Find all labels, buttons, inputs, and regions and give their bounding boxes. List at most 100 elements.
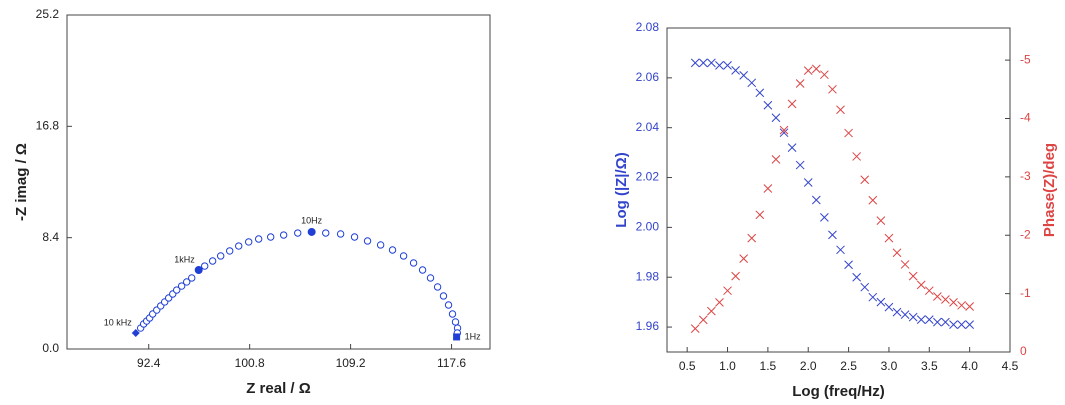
point [908,312,918,322]
point [828,230,837,240]
point [322,229,330,237]
point [747,233,757,243]
point [739,254,749,263]
point [868,195,878,205]
point [715,61,724,70]
point [924,315,934,324]
x-tick-label: 1.0 [719,359,736,373]
point [173,286,181,294]
point [876,216,886,226]
point [820,213,829,222]
point [957,320,966,329]
point [892,307,902,317]
point [690,324,700,334]
x-tick-label: 4.0 [961,359,978,373]
y2-tick-label: -5 [1020,52,1031,66]
x-tick-label: 92.4 [137,356,161,370]
y-tick-label: 2.04 [636,120,660,134]
point [892,248,902,258]
point [451,318,460,326]
point [731,271,740,281]
point [836,245,845,255]
point [779,125,789,135]
point [876,297,886,307]
x-tick-label: 117.6 [437,356,466,370]
y2-tick-label: -4 [1020,111,1031,125]
point [336,230,345,238]
point [177,282,186,290]
point [844,260,853,270]
point [453,333,461,341]
point [723,61,732,70]
point [779,128,789,138]
point [755,88,765,98]
point [811,64,821,74]
point [900,310,910,319]
point [226,247,234,255]
point [235,242,243,250]
point [376,241,385,249]
point [254,235,263,243]
y-tick-label: 8.4 [42,230,59,244]
x-tick-label: 2.0 [800,359,817,373]
y-tick-label: 2.06 [636,70,660,84]
x-tick-label: 100.8 [235,356,265,370]
point [763,100,773,110]
y-tick-label: 16.8 [36,119,60,133]
point [194,266,203,275]
point [439,292,448,300]
point [795,79,805,88]
annotation: 10Hz [301,215,323,225]
point [852,152,862,161]
point [216,252,225,260]
y2-axis-label: Phase(Z)/deg [1041,143,1058,237]
y-tick-label: 25.2 [36,7,60,21]
point [844,128,853,138]
point [828,84,837,94]
y-axis-label: -Z imag / Ω [13,143,30,221]
point [924,286,934,296]
y-tick-label: 1.98 [636,269,660,283]
point [409,259,418,267]
point [941,317,950,327]
point [787,99,797,109]
point [908,271,918,281]
point [723,286,732,296]
point [739,71,749,80]
point [755,210,765,220]
point [803,66,813,75]
x-axis-label: Z real / Ω [246,380,311,397]
point [294,229,302,237]
point [690,58,700,68]
point [715,298,724,307]
point [208,257,217,265]
point [860,282,870,292]
point [787,143,797,152]
y2-tick-label: -3 [1020,169,1031,183]
y2-tick-label: 0 [1020,344,1027,358]
point [941,295,950,304]
y2-tick-label: -1 [1020,286,1031,300]
plot-frame [666,27,1011,353]
point [201,262,209,270]
y-tick-label: 2.00 [636,220,660,234]
point [884,233,894,243]
x-tick-label: 109.2 [336,356,366,370]
y-tick-label: 2.02 [636,170,660,184]
point [803,178,813,187]
point [884,302,894,312]
point [707,58,716,68]
annotation: 1Hz [465,331,482,341]
point [444,301,453,309]
y-tick-label: 1.96 [636,319,660,333]
point [388,246,397,254]
point [731,66,740,75]
point [795,160,805,170]
point [399,252,408,260]
y-tick-label: 0.0 [42,341,59,355]
point [860,175,870,185]
x-tick-label: 4.5 [1002,359,1019,373]
point [965,302,975,311]
point [957,300,966,310]
